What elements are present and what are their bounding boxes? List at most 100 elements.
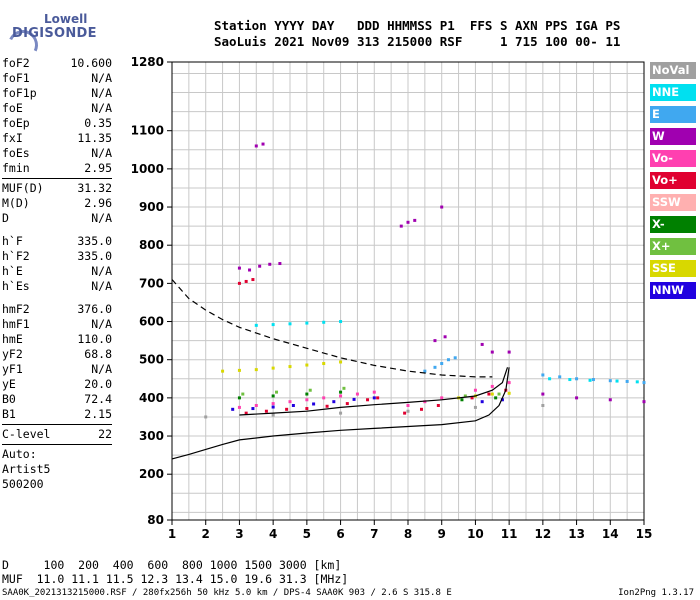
param-row: hmE 110.0: [2, 332, 112, 347]
echo-point-w: [575, 396, 579, 400]
param-value: 335.0: [77, 234, 112, 248]
param-row: hmF1 N/A: [2, 317, 112, 332]
echo-point-w: [413, 218, 417, 222]
echo-point-vo-: [264, 409, 268, 413]
echo-point-vo-: [473, 388, 477, 392]
legend-item-ssw: SSW: [650, 194, 696, 211]
echo-point-x-: [497, 392, 501, 396]
y-tick-label: 500: [139, 353, 164, 367]
legend-item-nne: NNE: [650, 84, 696, 101]
legend-item-w: W: [650, 128, 696, 145]
echo-point-nnw: [480, 400, 484, 404]
autoscaling-note: 500200: [2, 477, 44, 491]
param-key: foEs: [2, 146, 30, 160]
x-tick-label: 1: [168, 527, 176, 541]
param-value: 10.600: [70, 56, 112, 70]
echo-point-e: [558, 375, 562, 379]
logo-line2: DIGISONDE: [12, 26, 97, 41]
legend-item-vo-: Vo+: [650, 172, 696, 189]
param-row: h`F 335.0: [2, 234, 112, 249]
param-value: 72.4: [84, 392, 112, 406]
footer-file-info: SAA0K_2021313215000.RSF / 280fx256h 50 k…: [2, 588, 452, 598]
echo-point-vo-: [440, 396, 444, 400]
echo-point-x-: [494, 396, 498, 400]
echo-point-vo-: [251, 278, 255, 282]
param-key: hmF1: [2, 317, 30, 331]
param-value: 2.15: [84, 407, 112, 421]
param-value: 22: [98, 427, 112, 441]
echo-point-e: [608, 379, 612, 383]
echo-point-sse: [288, 365, 292, 369]
echo-point-vo-: [487, 392, 491, 396]
param-value: N/A: [91, 211, 112, 225]
param-key: foEp: [2, 116, 30, 130]
echo-point-noval: [406, 409, 410, 413]
echo-point-vo-: [244, 411, 248, 415]
param-value: N/A: [91, 317, 112, 331]
echo-point-nnw: [332, 400, 336, 404]
x-tick-label: 10: [467, 527, 484, 541]
y-tick-label: 900: [139, 200, 164, 214]
echo-point-x-: [342, 386, 346, 390]
polarization-legend: NoVal NNE E W Vo- Vo+ SSW X- X+ SSE NNW: [650, 62, 696, 304]
echo-point-vo-: [322, 396, 326, 400]
param-value: 20.0: [84, 377, 112, 391]
x-tick-label: 11: [501, 527, 518, 541]
param-value: N/A: [91, 71, 112, 85]
x-tick-label: 4: [269, 527, 277, 541]
echo-point-w: [399, 224, 403, 228]
echo-point-nne: [588, 378, 592, 382]
echo-point-w: [642, 400, 646, 404]
echo-point-w: [258, 264, 262, 268]
x-tick-label: 12: [535, 527, 552, 541]
param-key: B1: [2, 407, 16, 421]
autoscaling-note: Artist5: [2, 462, 51, 476]
legend-item-x-: X+: [650, 238, 696, 255]
param-key: yF1: [2, 362, 23, 376]
x-tick-label: 2: [202, 527, 210, 541]
x-tick-label: 6: [336, 527, 344, 541]
echo-point-w: [440, 205, 444, 209]
echo-point-nne: [305, 321, 309, 325]
echo-point-nne: [271, 323, 275, 327]
param-row: fmin 2.95: [2, 161, 112, 176]
param-row: C-level 22: [2, 427, 112, 442]
param-separator: [2, 178, 112, 179]
x-tick-label: 5: [303, 527, 311, 541]
param-value: 31.32: [77, 181, 112, 195]
echo-point-vo-: [271, 402, 275, 406]
param-value: 2.95: [84, 161, 112, 175]
param-key: foF1p: [2, 86, 37, 100]
echo-point-noval: [204, 415, 208, 419]
legend-item-sse: SSE: [650, 260, 696, 277]
echo-point-vo-: [345, 402, 349, 406]
x-tick-label: 14: [602, 527, 619, 541]
param-row: D N/A: [2, 211, 112, 226]
echo-point-w: [278, 262, 282, 266]
param-key: foE: [2, 101, 23, 115]
echo-point-x-: [237, 396, 241, 400]
param-row: foF2 10.600: [2, 56, 112, 71]
param-row: yE 20.0: [2, 377, 112, 392]
echo-point-vo-: [490, 384, 494, 388]
echo-point-sse: [322, 362, 326, 366]
echo-point-sse: [339, 360, 343, 364]
echo-point-vo-: [372, 390, 376, 394]
echo-point-vo-: [305, 407, 309, 411]
y-tick-label: 400: [139, 391, 164, 405]
param-key: h`F: [2, 234, 23, 248]
param-row: h`F2 335.0: [2, 249, 112, 264]
echo-point-sse: [490, 392, 494, 396]
echo-point-x-: [460, 398, 464, 402]
y-tick-label: 800: [139, 238, 164, 252]
echo-point-nne: [635, 380, 639, 384]
echo-point-vo-: [305, 398, 309, 402]
footer-muf-line: MUF 11.0 11.1 11.5 12.3 13.4 15.0 19.6 3…: [2, 572, 349, 586]
echo-point-sse: [254, 368, 258, 372]
echo-point-w: [541, 392, 545, 396]
echo-point-w: [490, 350, 494, 354]
echo-point-vo-: [376, 396, 380, 400]
param-key: foF1: [2, 71, 30, 85]
ionogram-curve-2: [171, 279, 493, 378]
